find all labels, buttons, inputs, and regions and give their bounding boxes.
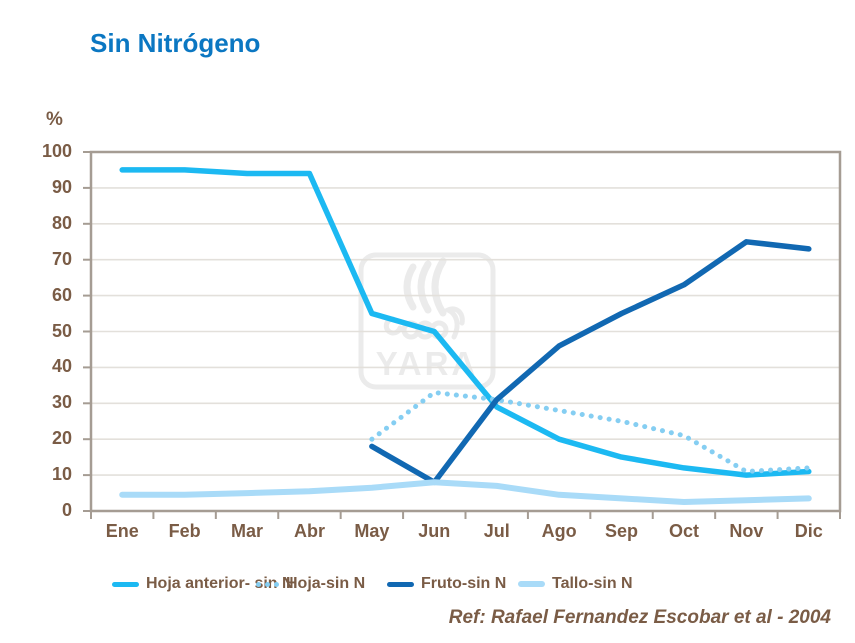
x-tick-label: Oct <box>668 521 699 541</box>
legend-label: Hoja anterior- sin N <box>146 575 294 592</box>
series-line-fruto-sin-n <box>369 239 812 486</box>
y-tick-label: 20 <box>51 428 72 449</box>
y-tick-label: 60 <box>51 284 72 305</box>
y-tick-label: 0 <box>61 500 72 521</box>
y-tick-label: 70 <box>51 248 72 269</box>
legend-dot <box>265 581 270 587</box>
y-axis-unit: % <box>46 109 63 130</box>
legend-label: Tallo-sin N <box>552 575 633 592</box>
legend-dot <box>256 581 261 587</box>
reference: Ref: Rafael Fernandez Escobar et al - 20… <box>448 607 831 628</box>
watermark-frame <box>358 252 496 390</box>
x-tick-label: Ago <box>541 521 577 541</box>
legend-item-fruto: Fruto-sin N <box>387 573 506 595</box>
page-title: Sin Nitrógeno <box>90 28 261 58</box>
legend-item-hoja: Hoja-sin N <box>256 573 365 595</box>
y-tick-label: 30 <box>51 392 72 413</box>
x-tick-label: Sep <box>605 521 639 541</box>
y-tick-label: 80 <box>51 212 72 233</box>
legend-item-hoja-anterior: Hoja anterior- sin N <box>112 573 294 595</box>
x-tick-label: Feb <box>168 521 201 541</box>
x-tick-label: Jul <box>483 521 510 541</box>
series-line-hoja-sin-n <box>369 390 812 474</box>
legend-swatch-solid-paleblue <box>518 581 545 587</box>
series-line-tallo-sin-n <box>119 479 812 505</box>
x-tick-label: Abr <box>293 521 325 541</box>
legend-swatch-dotted <box>256 581 279 587</box>
x-tick-label: May <box>354 521 390 541</box>
y-tick-label: 90 <box>51 176 72 197</box>
y-tick-label: 40 <box>51 356 72 377</box>
legend-label: Hoja-sin N <box>286 575 366 592</box>
y-tick-label: 100 <box>41 141 72 162</box>
legend-swatch-solid-darkblue <box>387 581 414 587</box>
x-tick-label: Ene <box>105 521 139 541</box>
x-tick-label: Mar <box>231 521 264 541</box>
legend-label: Fruto-sin N <box>421 575 507 592</box>
series-line-hoja-anterior-sin-n <box>119 167 812 478</box>
plot-border <box>89 150 842 513</box>
x-tick-label: Dic <box>794 521 823 541</box>
legend-swatch-solid-cyan <box>112 581 139 587</box>
y-tick-label: 10 <box>51 464 72 485</box>
legend-item-tallo: Tallo-sin N <box>518 573 633 595</box>
legend-dot <box>274 581 279 587</box>
x-tick-label: Jun <box>418 521 451 541</box>
y-tick-label: 50 <box>51 320 72 341</box>
x-tick-label: Nov <box>729 521 764 541</box>
